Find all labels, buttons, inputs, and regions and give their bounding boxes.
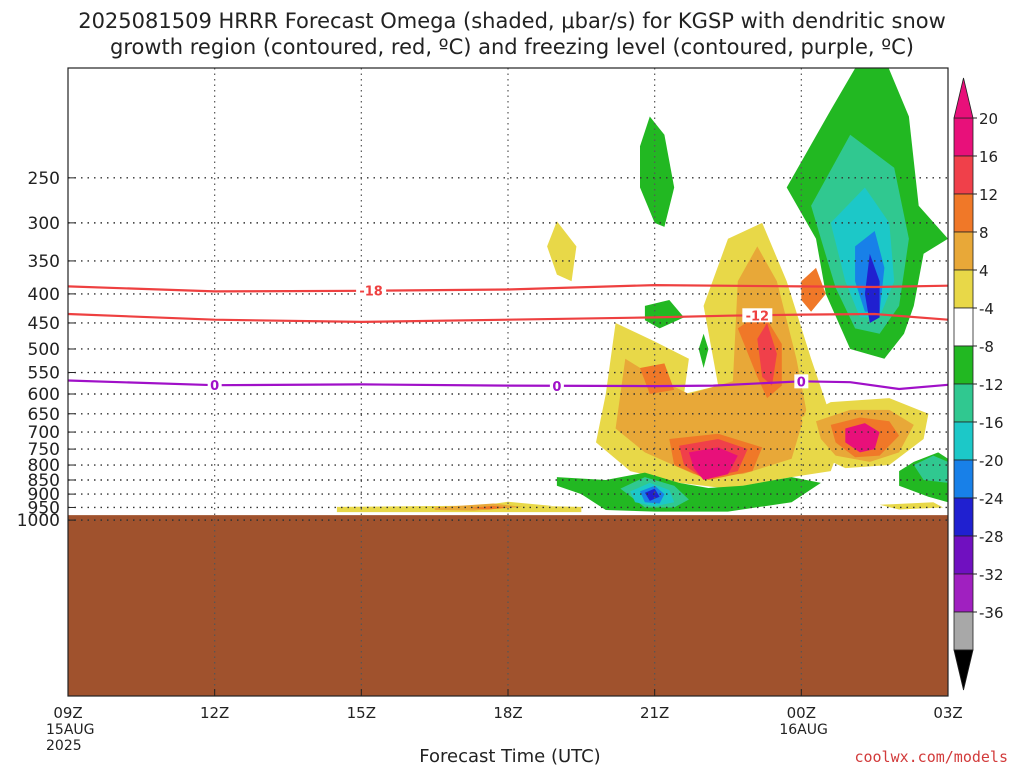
colorbar-segment (953, 611, 974, 651)
omega-region-16 (845, 423, 880, 453)
colorbar-segment (953, 193, 974, 233)
y-tick-label: 900 (28, 485, 60, 505)
freezing-level-contour-label: 0 (797, 375, 806, 390)
dendritic-contour-0 (68, 283, 948, 293)
omega-region-8 (757, 323, 777, 386)
colorbar-label: 12 (979, 186, 998, 204)
credit-link[interactable]: coolwx.com/models (854, 748, 1008, 766)
omega-region-6 (615, 246, 807, 475)
colorbar-label: -12 (979, 376, 1004, 394)
colorbar-label: 4 (979, 262, 989, 280)
colorbar-label: -36 (979, 604, 1004, 622)
x-tick-label: 21Z (640, 704, 669, 722)
colorbar-label: -4 (979, 300, 994, 318)
colorbar-segment (953, 345, 974, 385)
y-tick-label: 700 (28, 423, 60, 443)
y-tick-label: 500 (28, 340, 60, 360)
colorbar-label: 20 (979, 110, 998, 128)
y-tick-label: 600 (28, 385, 60, 405)
chart-title-line1: 2025081509 HRRR Forecast Omega (shaded, … (78, 9, 946, 33)
colorbar-segment (953, 383, 974, 423)
colorbar-label: -32 (979, 566, 1004, 584)
y-tick-label: 850 (28, 471, 60, 491)
omega-region-33 (913, 455, 948, 483)
freezing-level-contour-label-bg (794, 374, 809, 389)
y-tick-label: 450 (28, 314, 60, 334)
colorbar-segment (953, 155, 974, 195)
y-tick-label: 250 (28, 169, 60, 189)
freezing-level-contour-label-bg (207, 378, 222, 393)
colorbar-segment (953, 231, 974, 271)
omega-region-19 (640, 116, 675, 227)
omega-region-21 (698, 333, 709, 368)
colorbar-label: 8 (979, 224, 989, 242)
plot-frame (67, 67, 949, 697)
colorbar-segment (953, 269, 974, 309)
omega-region-27 (556, 472, 821, 512)
freezing-level-contour-label: 0 (210, 379, 219, 394)
colorbar-segment (953, 573, 974, 613)
freezing-level-contour (68, 379, 948, 391)
freezing-level-contour-label-bg (549, 378, 564, 393)
y-tick-label: 400 (28, 285, 60, 305)
y-tick-label: 800 (28, 456, 60, 476)
colorbar-label: -28 (979, 528, 1004, 546)
colorbar-label: -16 (979, 414, 1004, 432)
x-axis-label: Forecast Time (UTC) (419, 746, 601, 767)
x-tick-label: 03Z (933, 704, 962, 722)
dendritic-contour-1-label: -12 (746, 309, 770, 324)
omega-region-31 (644, 488, 660, 501)
y-tick-label: 1000 (17, 511, 60, 531)
omega-region-4 (547, 221, 577, 282)
colorbar-segment (953, 421, 974, 461)
y-tick-label: 650 (28, 405, 60, 425)
colorbar-segment (953, 307, 974, 347)
date-label: 15AUG 2025 (46, 722, 95, 754)
date-label-line: 15AUG (46, 722, 95, 738)
omega-region-20 (644, 300, 684, 329)
colorbar-segment (953, 459, 974, 499)
x-tick-label: 18Z (493, 704, 522, 722)
y-tick-label: 550 (28, 364, 60, 384)
y-tick-label: 750 (28, 440, 60, 460)
chart-title-line2: growth region (contoured, red, ºC) and f… (110, 35, 914, 59)
colorbar-label: 16 (979, 148, 998, 166)
x-tick-label: 09Z (53, 704, 82, 722)
omega-region-18 (879, 502, 944, 510)
date-label-line: 16AUG (779, 722, 828, 738)
y-tick-label: 300 (28, 214, 60, 234)
colorbar-label: -24 (979, 490, 1004, 508)
colorbar-bottom-arrow (953, 649, 974, 691)
x-tick-label: 00Z (787, 704, 816, 722)
colorbar-segment (953, 497, 974, 537)
colorbar-segment (953, 535, 974, 575)
colorbar-label: -8 (979, 338, 994, 356)
freezing-level-contour-label: 0 (552, 380, 561, 395)
date-label: 16AUG (779, 722, 828, 738)
omega-region-12 (688, 447, 738, 480)
omega-region-17 (801, 267, 826, 312)
x-tick-label: 12Z (200, 704, 229, 722)
omega-region-26 (864, 253, 880, 323)
colorbar-segment (953, 117, 974, 157)
dendritic-contour-0-label: -18 (359, 285, 383, 300)
dendritic-contour-0-label-bg (356, 283, 387, 298)
y-tick-label: 350 (28, 252, 60, 272)
dendritic-contour-1 (68, 312, 948, 324)
x-tick-label: 15Z (347, 704, 376, 722)
colorbar-top-arrow (953, 77, 974, 119)
colorbar-label: -20 (979, 452, 1004, 470)
ground-band (68, 515, 948, 696)
date-label-line: 2025 (46, 738, 82, 754)
y-tick-label: 950 (28, 498, 60, 518)
dendritic-contour-1-label-bg (742, 308, 773, 323)
